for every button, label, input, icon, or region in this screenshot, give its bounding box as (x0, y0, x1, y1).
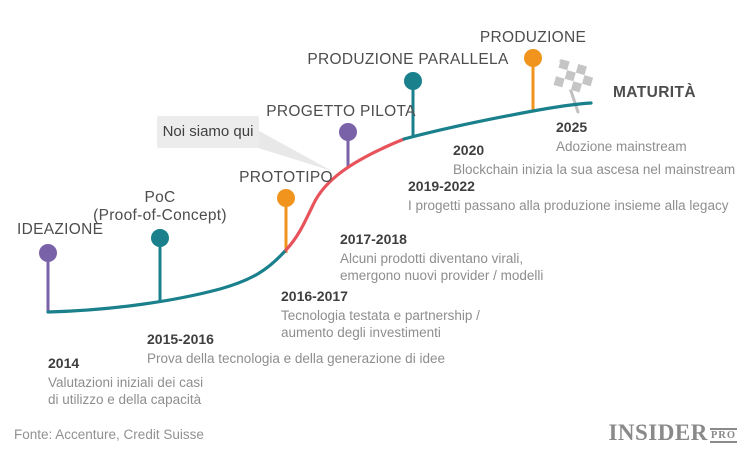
event-description-line: aumento degli investimenti (281, 325, 441, 340)
event-year: 2019-2022 (408, 178, 475, 194)
adoption-curve-current-segment (284, 137, 406, 252)
event-year: 2014 (48, 355, 80, 371)
tooltip-pointer (252, 127, 332, 171)
event-year: 2017-2018 (340, 231, 407, 247)
adoption-curve-start (46, 248, 288, 314)
pin-head-produzione (524, 49, 542, 67)
we-are-here-tooltip: Noi siamo qui (157, 116, 259, 148)
event-description-line: Adozione mainstream (556, 139, 687, 154)
pin-head-ideazione (39, 244, 57, 262)
finish-flag-icon (553, 59, 596, 95)
event-description-line: Valutazioni iniziali dei casi (48, 375, 204, 390)
milestone-label-maturita: MATURITÀ (613, 84, 696, 101)
milestone-label-ideazione: IDEAZIONE (17, 221, 104, 238)
timeline-event-2020: 2020 Blockchain inizia la sua ascesa nel… (453, 142, 735, 178)
milestone-label-progetto-pilota: PROGETTO PILOTA (266, 103, 416, 120)
event-year: 2020 (453, 142, 485, 158)
milestone-label-prototipo: PROTOTIPO (239, 169, 333, 186)
event-year: 2025 (556, 119, 588, 135)
event-description-line: Alcuni prodotti diventano virali, (340, 251, 524, 266)
event-description-line: Blockchain inizia la sua ascesa nel main… (453, 162, 736, 177)
source-credit: Fonte: Accenture, Credit Suisse (14, 427, 204, 442)
milestone-label-produzione-parallela: PRODUZIONE PARALLELA (307, 51, 509, 68)
event-description-line: emergono nuovi provider / modelli (340, 268, 544, 283)
pin-head-prototipo (277, 189, 295, 207)
timeline-event-2014: 2014 Valutazioni iniziali dei casi di ut… (48, 355, 203, 408)
event-year: 2015-2016 (147, 331, 214, 347)
event-description-line: I progetti passano alla produzione insie… (408, 198, 729, 213)
timeline-event-2015-2016: 2015-2016 Prova della tecnologia e della… (147, 331, 445, 367)
timeline-event-2019-2022: 2019-2022 I progetti passano alla produz… (408, 178, 728, 214)
event-description-line: di utilizzo e della capacità (48, 392, 202, 407)
logo-suffix: PRO (709, 427, 737, 444)
event-description-line: Tecnologia testata e partnership / (281, 308, 480, 323)
timeline-event-2025: 2025 Adozione mainstream (556, 119, 687, 155)
pin-head-progetto-pilota (339, 123, 357, 141)
pin-head-poc (151, 229, 169, 247)
milestone-sublabel-poc: (Proof-of-Concept) (93, 207, 227, 224)
event-description-line: Prova della tecnologia e della generazio… (147, 351, 445, 366)
pin-head-produzione-parallela (404, 72, 422, 90)
logo-name: INSIDER (608, 420, 708, 445)
milestone-label-poc: PoC (144, 189, 176, 206)
adoption-curve-end (402, 101, 593, 141)
insider-pro-logo: INSIDER PRO (608, 420, 737, 446)
timeline-event-2017-2018: 2017-2018 Alcuni prodotti diventano vira… (340, 231, 543, 284)
milestone-label-produzione: PRODUZIONE (479, 29, 587, 46)
timeline-event-2016-2017: 2016-2017 Tecnologia testata e partnersh… (281, 288, 480, 341)
event-year: 2016-2017 (281, 288, 348, 304)
